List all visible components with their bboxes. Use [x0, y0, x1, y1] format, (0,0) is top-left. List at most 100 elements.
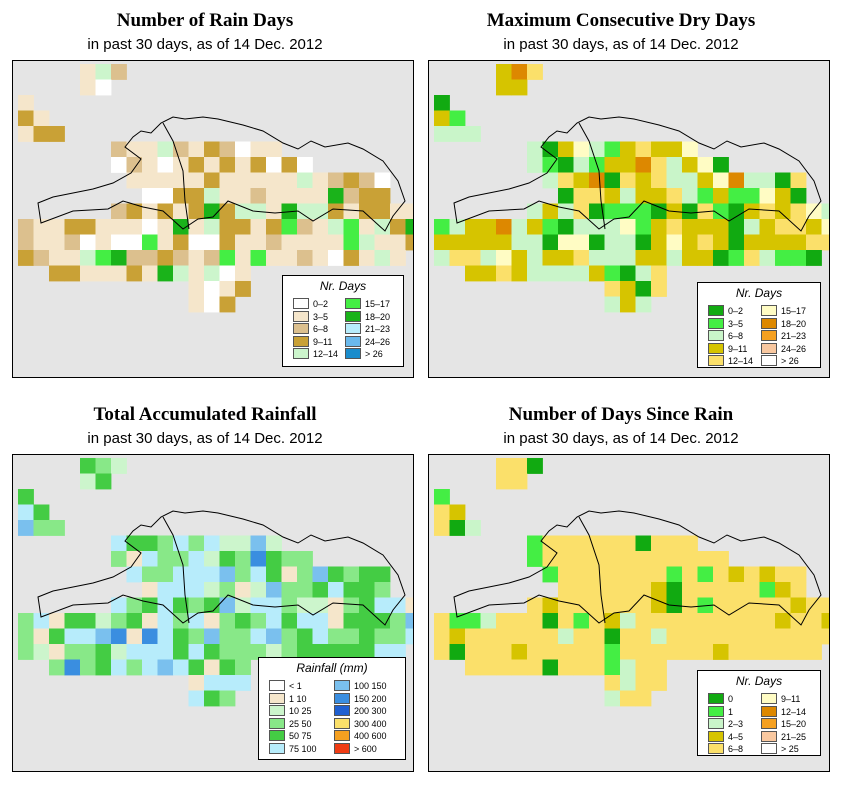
legend-swatch	[761, 342, 777, 354]
map-canvas	[18, 64, 413, 313]
legend-label: 12–14	[728, 356, 754, 366]
legend-swatch	[708, 718, 724, 729]
grid-cell	[219, 675, 236, 691]
grid-cell	[126, 157, 143, 173]
grid-cell	[188, 219, 205, 235]
grid-cell	[281, 613, 298, 629]
country-border	[578, 122, 606, 230]
grid-cell	[635, 296, 652, 313]
grid-cell	[297, 551, 313, 567]
grid-cell	[142, 644, 158, 660]
grid-cell	[312, 188, 329, 204]
grid-cell	[527, 659, 543, 676]
grid-cell	[558, 566, 574, 583]
grid-cell	[558, 582, 574, 598]
grid-cell	[49, 520, 65, 536]
grid-cell	[666, 157, 683, 173]
legend: Rainfall (mm) < 1 1 10 10 25 25 50 50 75 75 1…	[258, 657, 406, 760]
grid-cell	[682, 535, 698, 552]
legend-label: 6–8	[728, 331, 744, 341]
legend-swatch	[761, 330, 777, 341]
grid-cell	[635, 219, 652, 235]
grid-cell	[95, 613, 112, 629]
grid-cell	[759, 234, 776, 251]
grid-cell	[666, 628, 683, 645]
grid-cell	[558, 219, 574, 235]
grid-cell	[390, 613, 406, 629]
grid-cell	[235, 597, 251, 614]
panel-subtitle: in past 30 days, as of 14 Dec. 2012	[503, 36, 739, 53]
grid-cell	[604, 219, 621, 235]
legend-swatch	[708, 355, 724, 366]
grid-cell	[235, 675, 251, 691]
legend-swatch	[345, 335, 361, 347]
grid-cell	[188, 281, 205, 297]
grid-cell	[697, 628, 714, 645]
grid-cell	[250, 644, 267, 660]
grid-cell	[188, 265, 205, 282]
grid-cell	[604, 141, 621, 158]
legend-label: 400 600	[354, 731, 387, 741]
grid-cell	[204, 234, 220, 251]
grid-cell	[18, 504, 34, 521]
grid-cell	[434, 504, 450, 521]
grid-cell	[682, 188, 698, 204]
panel-subtitle: in past 30 days, as of 14 Dec. 2012	[503, 430, 739, 447]
grid-cell	[204, 296, 220, 313]
grid-cell	[157, 613, 174, 629]
grid-cell	[759, 172, 776, 189]
grid-cell	[157, 551, 174, 567]
grid-cell	[620, 659, 636, 676]
grid-cell	[527, 458, 543, 474]
grid-cell	[188, 535, 205, 552]
grid-cell	[604, 597, 621, 614]
grid-cell	[250, 535, 267, 552]
grid-cell	[465, 250, 481, 266]
panel-rainfall: Total Accumulated Rainfall in past 30 da…	[0, 394, 414, 784]
grid-cell	[790, 188, 807, 204]
grid-cell	[157, 265, 174, 282]
grid-cell	[496, 79, 512, 96]
grid-cell	[744, 250, 760, 266]
legend-label: 6–8	[728, 744, 744, 754]
grid-cell	[620, 535, 636, 552]
grid-cell	[33, 644, 50, 660]
grid-cell	[297, 628, 313, 645]
grid-cell	[759, 188, 776, 204]
grid-cell	[589, 188, 605, 204]
grid-cell	[728, 203, 745, 220]
grid-cell	[80, 613, 96, 629]
grid-cell	[188, 659, 205, 676]
grid-cell	[728, 582, 745, 598]
grid-cell	[312, 628, 329, 645]
legend-swatch	[269, 680, 285, 691]
grid-cell	[542, 644, 559, 660]
grid-cell	[126, 172, 143, 189]
panel-subtitle: in past 30 days, as of 14 Dec. 2012	[87, 430, 323, 447]
grid-cell	[434, 126, 450, 142]
grid-cell	[527, 64, 543, 80]
grid-cell	[496, 628, 512, 645]
grid-cell	[281, 551, 298, 567]
grid-cell	[635, 281, 652, 297]
legend-swatch	[293, 298, 309, 309]
grid-cell	[80, 250, 96, 266]
grid-cell	[651, 566, 667, 583]
grid-cell	[343, 234, 360, 251]
grid-cell	[312, 219, 329, 235]
grid-cell	[620, 613, 636, 629]
grid-cell	[374, 172, 391, 189]
grid-cell	[775, 597, 791, 614]
grid-cell	[496, 219, 512, 235]
grid-cell	[759, 582, 776, 598]
grid-cell	[157, 250, 174, 266]
grid-cell	[359, 203, 375, 220]
grid-cell	[449, 613, 466, 629]
legend-swatch	[293, 335, 309, 347]
grid-cell	[511, 265, 528, 282]
grid-cell	[759, 219, 776, 235]
grid-cell	[604, 535, 621, 552]
grid-cell	[449, 219, 466, 235]
grid-cell	[343, 219, 360, 235]
grid-cell	[235, 566, 251, 583]
